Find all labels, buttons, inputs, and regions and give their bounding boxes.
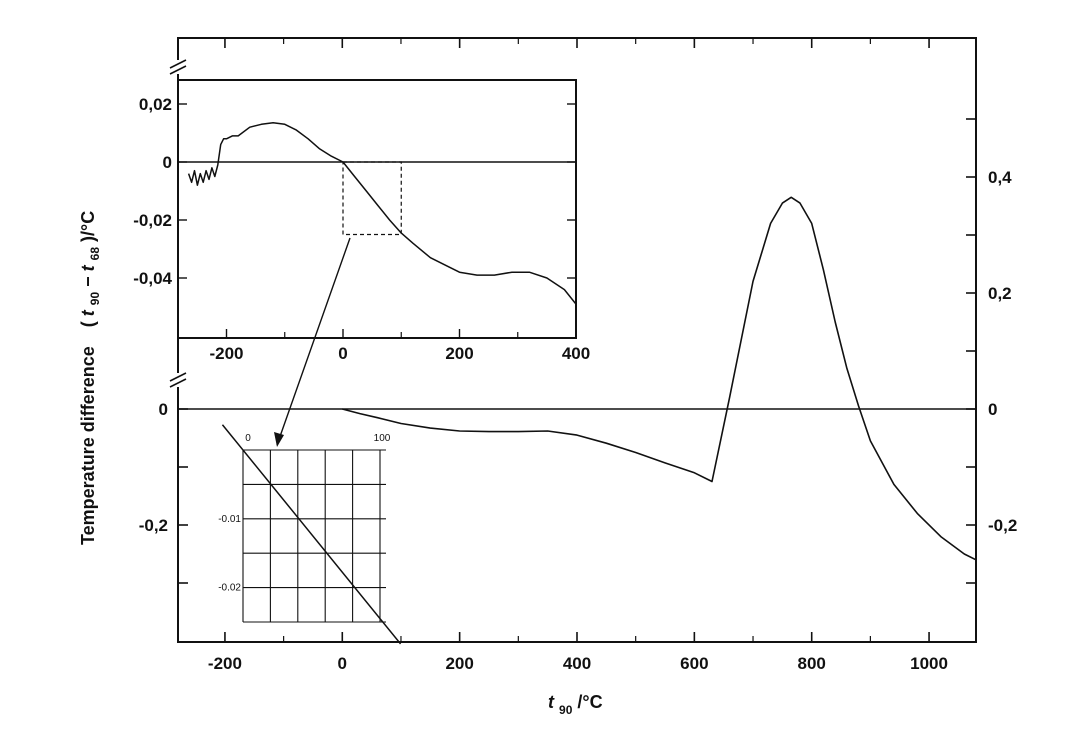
inset-curve bbox=[187, 122, 577, 305]
y-axis-label-close: )/°C bbox=[78, 211, 98, 242]
y-axis-label-sub2: 68 bbox=[88, 247, 102, 261]
x-tick-label: 400 bbox=[563, 654, 591, 673]
y-axis-label-t1: t bbox=[78, 309, 98, 316]
left-y-tick-label: -0,2 bbox=[139, 516, 168, 535]
y-axis-label-sub1: 90 bbox=[88, 292, 102, 306]
x-axis-title: t 90 /°C bbox=[548, 692, 603, 718]
left-y-tick-label: 0 bbox=[159, 400, 168, 419]
x-tick-label: -200 bbox=[208, 654, 242, 673]
y-axis-label-t2: t bbox=[78, 264, 98, 271]
y-axis-label-open: ( bbox=[78, 321, 98, 327]
y-axis-title: Temperature difference ( t 90 − t 68 )/°… bbox=[78, 211, 103, 545]
x-tick-label: 0 bbox=[338, 654, 347, 673]
axis-break-upper bbox=[169, 59, 187, 75]
right-y-tick-label: -0,2 bbox=[988, 516, 1017, 535]
zoom-box bbox=[342, 161, 402, 236]
inset-y-tick-label: -0,04 bbox=[133, 269, 172, 288]
x-axis-label-sub: 90 bbox=[559, 703, 573, 717]
zoom-connector-arrow bbox=[276, 237, 351, 446]
right-y-tick-label: 0,4 bbox=[988, 168, 1012, 187]
grid-y-label: -0.02 bbox=[218, 583, 241, 594]
inset-y-tick-label: 0,02 bbox=[139, 95, 172, 114]
inset-x-tick-label: -200 bbox=[209, 344, 243, 363]
grid-y-label: -0.01 bbox=[218, 514, 241, 525]
right-y-tick-label: 0,2 bbox=[988, 284, 1012, 303]
grid-x-label: 0 bbox=[245, 433, 251, 444]
right-y-tick-label: 0 bbox=[988, 400, 997, 419]
x-tick-label: 600 bbox=[680, 654, 708, 673]
inset-x-tick-label: 400 bbox=[562, 344, 590, 363]
x-axis-label-t: t bbox=[548, 692, 555, 712]
y-axis-label-minus: − bbox=[78, 271, 98, 287]
lower-inset-layer: 0 100 -0.01 -0.02 bbox=[218, 424, 402, 645]
zoom-connector-arrowhead bbox=[274, 432, 284, 447]
grid-x-label: 100 bbox=[374, 433, 391, 444]
grid-diagonal-line bbox=[221, 424, 402, 645]
svg-text:Temperature difference (: Temperature difference ( t 90 − t 68 )/°… bbox=[78, 211, 103, 545]
upper-inset-layer: -200 0 200 400 0,02 0 -0,02 -0,04 bbox=[133, 95, 590, 363]
x-tick-label: 800 bbox=[798, 654, 826, 673]
inset-x-tick-label: 0 bbox=[338, 344, 347, 363]
x-tick-label: 1000 bbox=[910, 654, 948, 673]
axis-break-lower bbox=[169, 372, 187, 388]
x-axis-label-rest: /°C bbox=[577, 692, 602, 712]
y-axis-label-text: Temperature difference bbox=[78, 346, 98, 545]
x-tick-label: 200 bbox=[445, 654, 473, 673]
inset-y-tick-label: 0 bbox=[163, 153, 172, 172]
inset-x-tick-label: 200 bbox=[445, 344, 473, 363]
main-curve bbox=[342, 196, 977, 561]
upper-inset-frame bbox=[177, 79, 577, 339]
inset-y-tick-label: -0,02 bbox=[133, 211, 172, 230]
